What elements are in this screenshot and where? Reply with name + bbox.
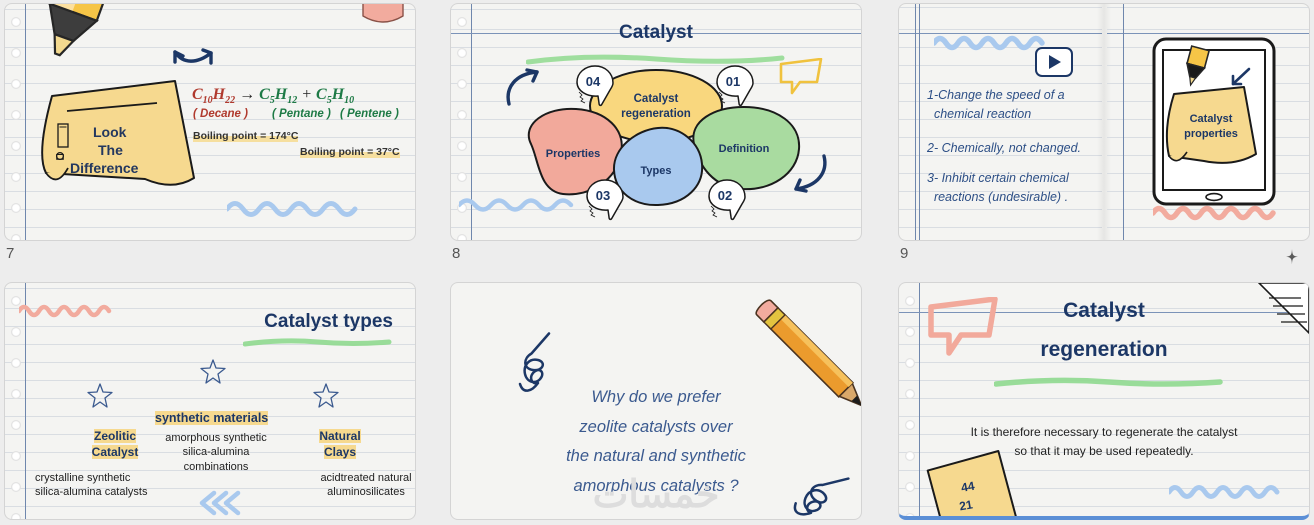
svg-text:02: 02 bbox=[718, 188, 732, 203]
svg-text:properties: properties bbox=[1184, 128, 1238, 140]
svg-text:Definition: Definition bbox=[719, 143, 770, 155]
svg-text:The: The bbox=[98, 142, 123, 158]
svg-text:Catalyst: Catalyst bbox=[1190, 113, 1233, 125]
svg-text:21: 21 bbox=[958, 497, 974, 513]
svg-text:Properties: Properties bbox=[546, 148, 600, 160]
svg-text:Difference: Difference bbox=[70, 160, 139, 176]
svg-text:Look: Look bbox=[93, 124, 127, 140]
svg-text:01: 01 bbox=[726, 74, 740, 89]
svg-text:Types: Types bbox=[641, 165, 672, 177]
svg-text:03: 03 bbox=[596, 188, 610, 203]
svg-text:44: 44 bbox=[960, 479, 976, 495]
svg-text:04: 04 bbox=[586, 74, 601, 89]
